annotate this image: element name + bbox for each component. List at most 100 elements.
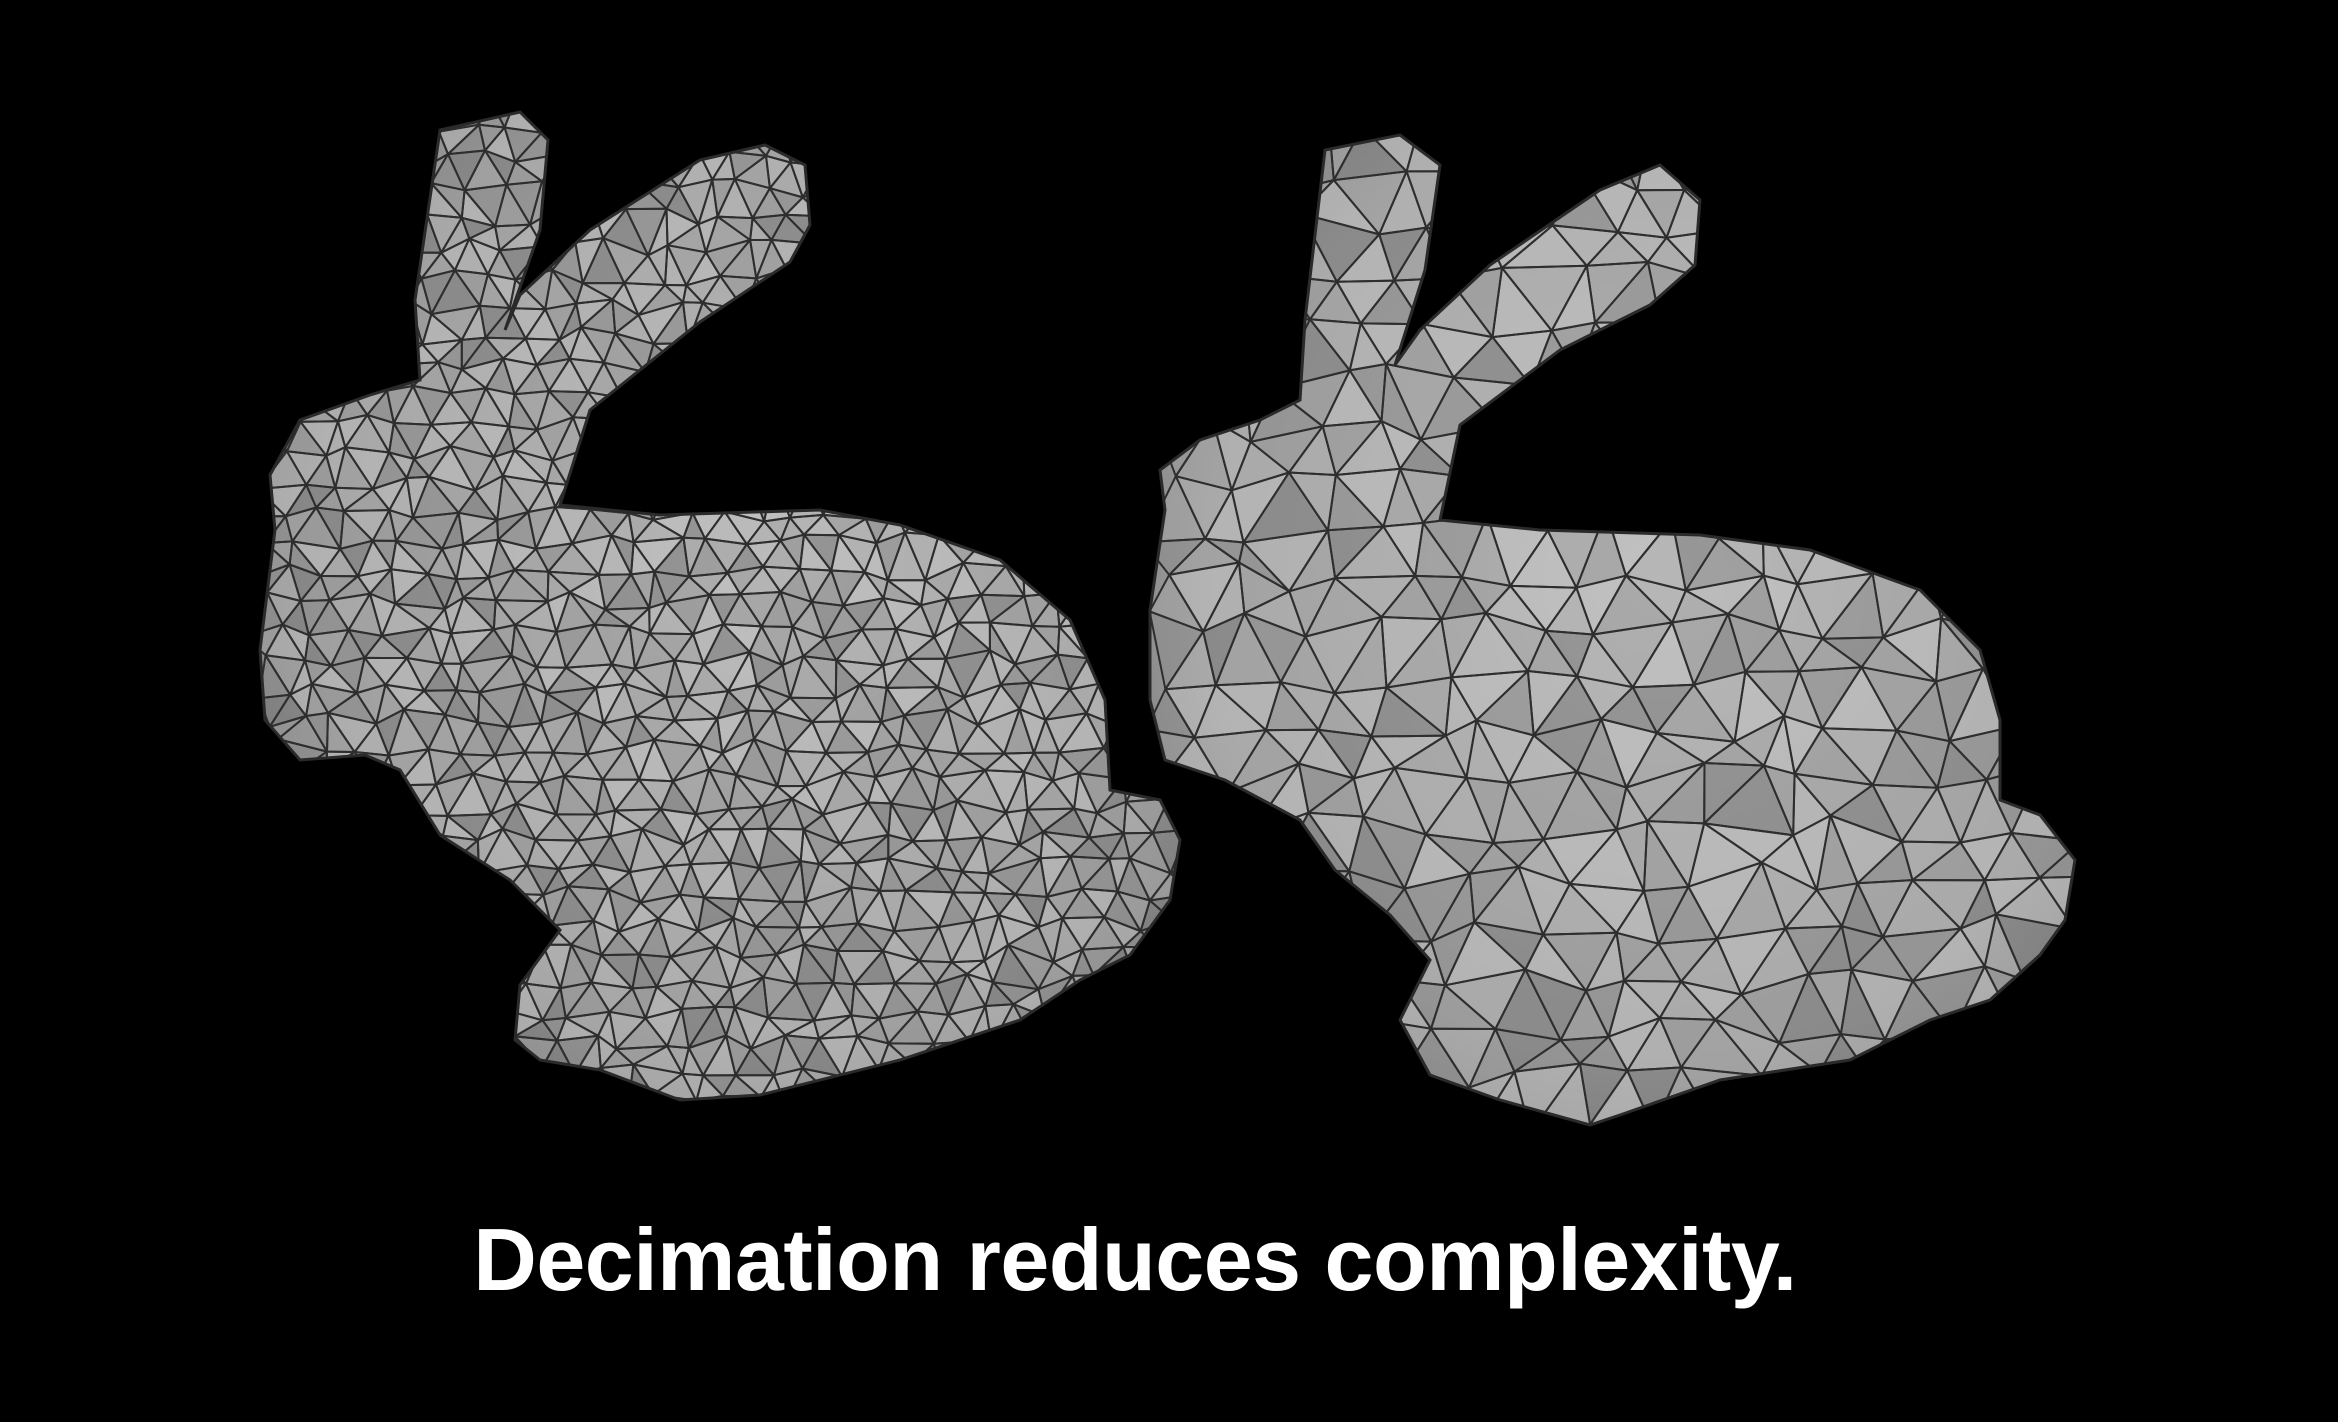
mesh-facet xyxy=(524,752,554,783)
mesh-edge xyxy=(1215,242,1256,257)
mesh-edge xyxy=(334,120,375,125)
mesh-facet xyxy=(888,393,933,424)
mesh-edge xyxy=(545,460,554,483)
mesh-edge xyxy=(607,397,624,420)
mesh-facet xyxy=(726,1035,751,1076)
mesh-edge xyxy=(898,255,923,270)
mesh-edge xyxy=(412,384,451,394)
mesh-facet xyxy=(324,923,349,963)
mesh-facet xyxy=(956,181,983,211)
mesh-facet xyxy=(999,213,1025,249)
mesh-edge xyxy=(999,247,1019,270)
mesh-facet xyxy=(1143,1066,1180,1093)
mesh-edge xyxy=(292,192,319,220)
mesh-facet xyxy=(328,712,377,752)
mesh-facet xyxy=(1024,1067,1051,1096)
mesh-edge xyxy=(1177,249,1180,271)
mesh-edge xyxy=(786,444,810,477)
mesh-edge xyxy=(1033,138,1043,154)
mesh-edge xyxy=(651,450,697,458)
mesh-edge xyxy=(1095,179,1123,215)
mesh-facet xyxy=(609,112,637,135)
mesh-edge xyxy=(981,160,991,183)
mesh-edge xyxy=(548,390,589,394)
mesh-facet xyxy=(1087,623,1122,659)
mesh-edge xyxy=(299,112,322,127)
mesh-edge xyxy=(930,128,943,168)
mesh-facet xyxy=(260,359,286,397)
mesh-edge xyxy=(918,124,942,130)
mesh-edge xyxy=(740,392,762,425)
mesh-facet xyxy=(835,660,860,699)
mesh-edge xyxy=(876,427,905,449)
mesh-edge xyxy=(814,354,841,370)
mesh-facet xyxy=(1015,654,1058,683)
mesh-edge xyxy=(608,418,643,433)
mesh-facet xyxy=(560,982,592,1018)
mesh-edge xyxy=(602,237,649,257)
mesh-edge xyxy=(325,420,339,457)
mesh-edge xyxy=(924,449,946,484)
mesh-edge xyxy=(413,458,430,478)
mesh-edge xyxy=(343,304,361,312)
mesh-facet xyxy=(300,1063,329,1100)
mesh-edge xyxy=(488,568,515,579)
mesh-facet xyxy=(355,1129,392,1166)
mesh-facet xyxy=(1101,136,1142,159)
mesh-edge xyxy=(356,575,371,595)
mesh-edge xyxy=(973,421,1022,428)
mesh-facet xyxy=(740,592,781,627)
mesh-facet xyxy=(963,126,990,168)
mesh-facet xyxy=(1075,536,1106,572)
mesh-facet xyxy=(709,594,741,625)
mesh-edge xyxy=(408,186,428,216)
mesh-edge xyxy=(833,112,853,134)
mesh-edge xyxy=(838,534,866,573)
mesh-facet xyxy=(354,723,389,756)
mesh-edge xyxy=(923,511,940,536)
mesh-edge xyxy=(344,446,374,490)
mesh-edge xyxy=(271,238,295,248)
mesh-facet xyxy=(699,474,747,512)
mesh-edge xyxy=(955,325,1004,335)
mesh-facet xyxy=(343,510,390,541)
mesh-edge xyxy=(921,249,950,257)
mesh-edge xyxy=(514,449,553,462)
mesh-facet xyxy=(953,892,985,922)
mesh-facet xyxy=(1034,138,1068,164)
mesh-edge xyxy=(293,246,311,269)
mesh-edge xyxy=(685,251,707,286)
mesh-edge xyxy=(1029,457,1056,491)
mesh-facet xyxy=(559,327,582,359)
mesh-edge xyxy=(898,267,922,305)
mesh-edge xyxy=(1068,270,1094,279)
mesh-edge xyxy=(319,575,331,601)
mesh-facet xyxy=(1021,506,1047,533)
mesh-facet xyxy=(421,1094,454,1100)
mesh-edge xyxy=(273,281,279,300)
mesh-facet xyxy=(274,953,302,979)
mesh-edge xyxy=(1005,127,1036,154)
mesh-edge xyxy=(1035,489,1055,507)
mesh-edge xyxy=(1052,188,1058,212)
mesh-facet xyxy=(800,355,834,397)
mesh-edge xyxy=(1215,219,1244,257)
mesh-facet xyxy=(318,864,352,893)
mesh-edge xyxy=(864,571,889,582)
mesh-edge xyxy=(674,402,697,423)
mesh-edge xyxy=(1067,98,1096,106)
mesh-edge xyxy=(1185,269,1203,303)
mesh-facet xyxy=(958,594,990,623)
mesh-edge xyxy=(932,391,970,401)
mesh-facet xyxy=(591,955,633,989)
mesh-edge xyxy=(1118,135,1156,140)
mesh-facet xyxy=(760,1097,786,1100)
mesh-facet xyxy=(695,769,730,815)
mesh-edge xyxy=(260,276,279,283)
mesh-facet xyxy=(684,1101,704,1140)
mesh-facet xyxy=(629,1094,654,1100)
mesh-facet xyxy=(767,983,814,1021)
mesh-edge xyxy=(894,486,908,511)
mesh-edge xyxy=(813,355,835,387)
mesh-edge xyxy=(308,249,344,269)
